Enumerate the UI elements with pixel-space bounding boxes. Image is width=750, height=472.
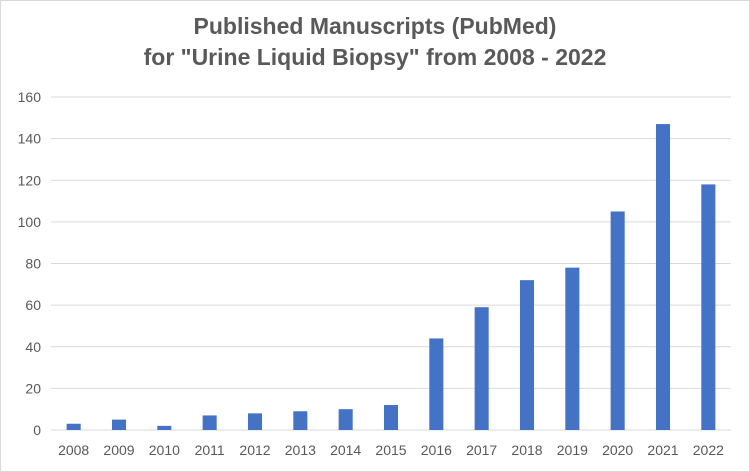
chart-title-line-2: for "Urine Liquid Biopsy" from 2008 - 20… xyxy=(143,44,607,70)
bar-2009 xyxy=(111,419,127,430)
x-tick-label-2016: 2016 xyxy=(421,442,452,458)
x-tick-label-2020: 2020 xyxy=(602,442,633,458)
gridlines xyxy=(51,96,731,431)
x-tick-label-2021: 2021 xyxy=(647,442,678,458)
x-tick-label-2010: 2010 xyxy=(149,442,180,458)
x-tick-label-2022: 2022 xyxy=(693,442,724,458)
chart-title-line-1: Published Manuscripts (PubMed) xyxy=(193,13,557,39)
bar-2010 xyxy=(157,425,172,430)
bar-2013 xyxy=(293,411,308,430)
bar-2018 xyxy=(519,280,535,430)
y-tick-label-20: 20 xyxy=(25,380,41,396)
y-tick-label-80: 80 xyxy=(25,256,41,272)
bar-2017 xyxy=(474,307,489,430)
y-tick-label-140: 140 xyxy=(18,131,42,147)
x-tick-label-2011: 2011 xyxy=(195,442,225,458)
x-tick-label-2015: 2015 xyxy=(375,442,406,458)
bar-2016 xyxy=(429,338,444,430)
x-tick-label-2017: 2017 xyxy=(466,442,497,458)
y-tick-label-0: 0 xyxy=(33,422,41,438)
y-tick-label-60: 60 xyxy=(25,297,41,313)
bar-2014 xyxy=(338,409,353,430)
bar-2021 xyxy=(655,124,671,431)
bar-2012 xyxy=(247,413,263,430)
bar-2019 xyxy=(565,267,580,430)
chart-title: Published Manuscripts (PubMed) for "Urin… xyxy=(1,11,749,73)
x-tick-label-2012: 2012 xyxy=(239,442,270,458)
x-tick-label-2013: 2013 xyxy=(285,442,316,458)
y-tick-label-160: 160 xyxy=(18,89,42,105)
x-axis-ticks: 2008 2009 2010 2011 2012 2013 2014 2015 2016 2017… xyxy=(58,442,724,458)
y-tick-label-100: 100 xyxy=(18,214,42,230)
y-axis-ticks: 0 20 40 60 80 100 120 140 160 xyxy=(18,89,42,438)
y-tick-label-120: 120 xyxy=(18,172,42,188)
x-tick-label-2019: 2019 xyxy=(557,442,588,458)
y-tick-label-40: 40 xyxy=(25,339,41,355)
bar-2011 xyxy=(202,415,217,430)
x-tick-label-2008: 2008 xyxy=(58,442,89,458)
x-tick-label-2009: 2009 xyxy=(103,442,134,458)
bar-2008 xyxy=(66,423,81,430)
bars xyxy=(66,124,716,431)
x-tick-label-2014: 2014 xyxy=(330,442,361,458)
bar-2015 xyxy=(383,405,399,430)
bar-2022 xyxy=(701,184,716,430)
bar-2020 xyxy=(610,211,625,430)
x-tick-label-2018: 2018 xyxy=(511,442,542,458)
